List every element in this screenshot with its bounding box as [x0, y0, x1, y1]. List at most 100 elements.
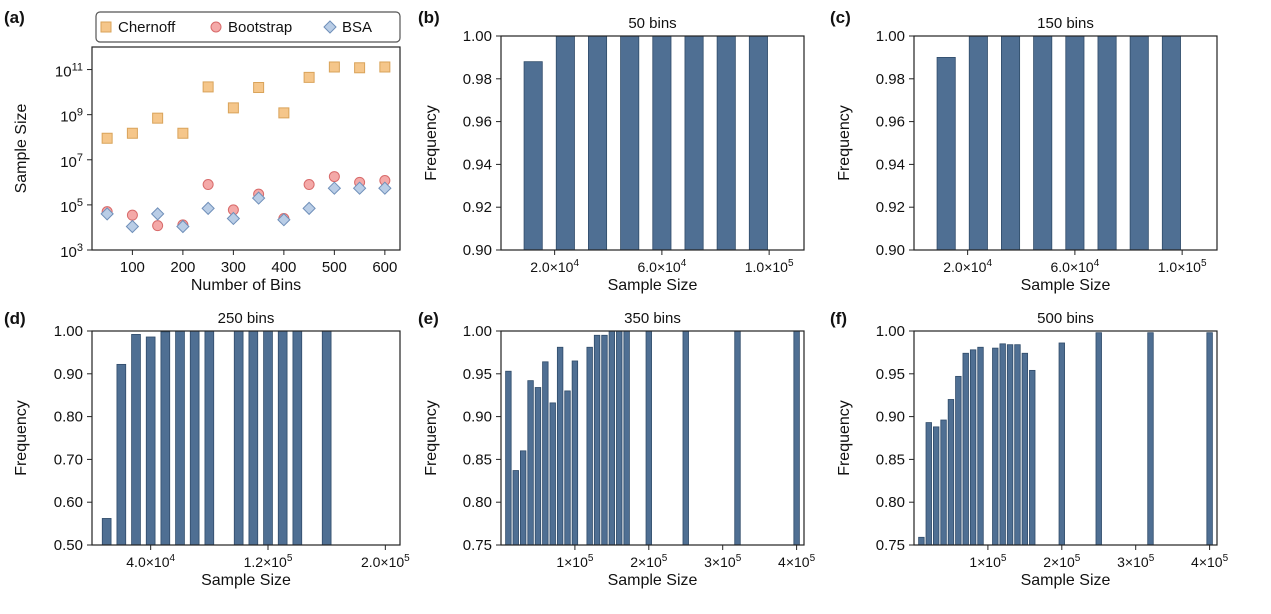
- x-tick-label-d-0-exp: 4: [169, 553, 175, 564]
- y-tick-label-f-3: 0.90: [876, 409, 905, 426]
- plot-area-a: [100, 61, 392, 234]
- bar-c-1: [968, 35, 988, 251]
- point-bsa-4: [201, 201, 215, 216]
- panel-label-f: (f): [830, 309, 847, 328]
- x-tick-label-a-4: 500: [322, 259, 347, 276]
- chart-title-d: 250 bins: [218, 310, 275, 327]
- x-tick-label-b-1-exp: 4: [681, 258, 687, 269]
- y-tick-label-c-2: 0.94: [876, 156, 905, 173]
- x-axis-label-b: Sample Size: [608, 277, 698, 294]
- y-tick-label-f-4: 0.95: [876, 366, 905, 383]
- point-bsa-10: [352, 181, 367, 195]
- bar-d-8: [233, 330, 244, 546]
- axes-frame-e: [500, 330, 805, 546]
- plot-area-b: [523, 35, 768, 251]
- bar-d-7: [204, 330, 215, 546]
- bar-e-3: [527, 380, 534, 546]
- point-bsa-5: [226, 211, 241, 226]
- y-tick-label-f-0: 0.75: [876, 537, 905, 554]
- bar-b-4: [652, 35, 672, 251]
- bar-f-9: [992, 347, 999, 546]
- y-tick-label-d-3: 0.80: [54, 409, 83, 426]
- y-tick-label-d-2: 0.70: [54, 451, 83, 468]
- y-tick-label-d-1: 0.60: [54, 494, 83, 511]
- point-bsa-6: [251, 191, 266, 205]
- x-tick-label-c-1: 6.0×104: [1050, 258, 1099, 275]
- panel-label-a: (a): [4, 8, 25, 27]
- bar-b-2: [588, 35, 608, 251]
- x-tick-label-f-3: 4×105: [1191, 553, 1229, 570]
- x-tick-label-e-2: 3×105: [704, 553, 742, 570]
- bar-d-4: [160, 331, 171, 546]
- bar-f-16: [1095, 332, 1102, 546]
- x-tick-label-f-1-main: 2×10: [1043, 554, 1075, 570]
- panel-a: (a)100 200 300 400 500 6001031051071091011Num…: [4, 8, 401, 294]
- y-tick-label-b-0: 0.90: [463, 242, 492, 259]
- y-tick-label-a-3: 109: [60, 107, 83, 126]
- x-tick-label-d-1-main: 1.2×10: [244, 554, 287, 570]
- axes-frame-b: [500, 35, 805, 251]
- panel-label-c: (c): [830, 8, 851, 27]
- legend-box: [95, 11, 401, 43]
- x-axis-label-d: Sample Size: [201, 572, 291, 589]
- bar-e-15: [623, 330, 630, 546]
- y-tick-label-a-1-main: 10: [60, 199, 77, 216]
- x-tick-label-b-1-main: 6.0×10: [637, 259, 680, 275]
- legend-label-1: Bootstrap: [228, 19, 292, 36]
- x-tick-label-c-2-exp: 5: [1201, 258, 1207, 269]
- x-tick-label-f-2: 3×105: [1117, 553, 1155, 570]
- bar-c-0: [936, 57, 956, 251]
- x-tick-label-f-2-exp: 5: [1149, 553, 1155, 564]
- bar-e-7: [556, 346, 564, 546]
- point-bootstrap-4: [202, 179, 214, 191]
- y-tick-label-c-4: 0.98: [876, 71, 905, 88]
- y-tick-label-c-5: 1.00: [876, 28, 905, 45]
- y-axis-label-c: Frequency: [836, 105, 853, 181]
- y-tick-label-a-3-exp: 9: [77, 107, 83, 119]
- y-tick-label-e-3: 0.90: [463, 409, 492, 426]
- y-tick-label-b-2: 0.94: [463, 156, 492, 173]
- point-chernoff-7: [278, 107, 290, 119]
- bar-f-8: [977, 346, 984, 546]
- x-tick-label-e-1-exp: 5: [662, 553, 668, 564]
- bar-e-18: [734, 330, 741, 546]
- bar-f-1: [925, 422, 932, 546]
- y-tick-label-e-2: 0.85: [463, 451, 492, 468]
- point-bsa-7: [277, 213, 291, 227]
- y-tick-label-a-0: 103: [60, 242, 83, 261]
- point-chernoff-10: [354, 62, 366, 74]
- x-tick-label-e-3: 4×105: [778, 553, 816, 570]
- bar-f-15: [1058, 342, 1065, 546]
- x-tick-label-e-1-main: 2×10: [630, 554, 662, 570]
- point-bootstrap-9: [328, 171, 340, 183]
- point-bsa-11: [378, 181, 392, 195]
- y-tick-label-f-1: 0.80: [876, 494, 905, 511]
- axes-frame-d: [91, 330, 401, 546]
- plot-area-d: [101, 330, 332, 546]
- x-tick-label-f-0: 1×105: [969, 553, 1007, 570]
- point-chernoff-2: [152, 112, 164, 124]
- x-tick-label-e-2-main: 3×10: [704, 554, 736, 570]
- bar-e-19: [793, 330, 800, 546]
- point-chernoff-8: [303, 71, 315, 83]
- axes-frame-f: [913, 330, 1218, 546]
- y-tick-label-c-1: 0.92: [876, 199, 905, 216]
- bar-f-17: [1147, 332, 1154, 546]
- x-tick-label-e-0: 1×105: [556, 553, 594, 570]
- y-tick-label-b-3: 0.96: [463, 114, 492, 131]
- point-chernoff-1: [126, 127, 138, 139]
- bar-b-6: [716, 35, 736, 251]
- y-tick-label-d-5: 1.00: [54, 323, 83, 340]
- legend-label-2: BSA: [342, 19, 372, 36]
- x-axis-label-f: Sample Size: [1021, 572, 1111, 589]
- y-tick-label-e-0: 0.75: [463, 537, 492, 554]
- bar-f-7: [969, 349, 977, 546]
- y-tick-label-a-2-main: 10: [60, 154, 77, 171]
- bar-f-4: [947, 399, 955, 546]
- x-tick-label-a-2: 300: [221, 259, 246, 276]
- x-tick-label-b-0-exp: 4: [573, 258, 579, 269]
